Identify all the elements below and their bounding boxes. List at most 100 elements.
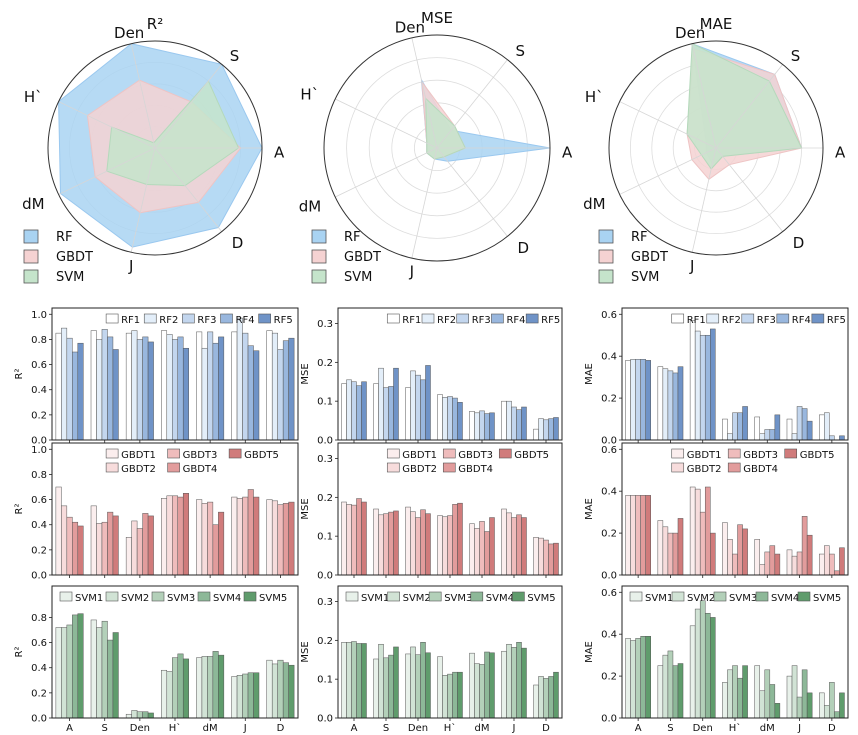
bar bbox=[410, 370, 416, 441]
bar bbox=[521, 517, 527, 576]
bar bbox=[101, 521, 108, 576]
legend-label: RF4 bbox=[506, 315, 525, 326]
legend-swatch bbox=[386, 448, 400, 459]
bar bbox=[819, 414, 825, 441]
y-tick-label: 0.6 bbox=[601, 588, 617, 599]
bar bbox=[351, 641, 357, 719]
bar bbox=[662, 368, 669, 441]
bar-chart-svm-r2: 0.0 0.2 0.4 0.6 0.8 R² A S Den H` dM J D SVM1 SVM2 SVM3… bbox=[14, 585, 299, 734]
bar bbox=[672, 372, 679, 441]
radar-spoke bbox=[691, 147, 717, 253]
y-tick-label: 0.0 bbox=[601, 714, 617, 725]
bar bbox=[630, 640, 636, 719]
bar bbox=[177, 336, 184, 441]
x-tick-label: D bbox=[542, 723, 550, 734]
bar-legend: RF1 RF2 RF3 RF4 RF5 bbox=[105, 313, 293, 326]
bar bbox=[437, 394, 443, 441]
legend-swatch bbox=[387, 591, 400, 602]
bar-chart-rf-mae: 0.0 0.2 0.4 0.6 MAE RF1 RF2 RF3 RF4 RF5 bbox=[584, 307, 849, 447]
radar-axis-label: S bbox=[230, 47, 240, 65]
bar bbox=[373, 658, 379, 719]
bar bbox=[764, 429, 771, 441]
legend-swatch-rf bbox=[598, 229, 614, 244]
bar bbox=[796, 551, 803, 576]
legend-label: GBDT5 bbox=[800, 450, 835, 461]
bar bbox=[288, 337, 295, 441]
bar bbox=[479, 664, 485, 719]
bar bbox=[699, 600, 706, 719]
bar bbox=[96, 339, 103, 441]
bar bbox=[710, 328, 716, 441]
bar bbox=[774, 414, 781, 441]
bar bbox=[511, 517, 517, 576]
bar bbox=[166, 671, 173, 719]
bar bbox=[266, 659, 273, 719]
x-tick-label: H` bbox=[444, 722, 457, 734]
y-axis-label: R² bbox=[14, 369, 25, 380]
radar-spoke bbox=[715, 64, 784, 149]
y-tick-label: 0.0 bbox=[31, 436, 47, 447]
bar bbox=[791, 555, 798, 576]
y-tick-label: 0.8 bbox=[31, 470, 47, 481]
legend-swatch bbox=[442, 462, 456, 473]
bar bbox=[533, 684, 539, 719]
bar bbox=[236, 675, 243, 719]
bar bbox=[533, 428, 539, 441]
legend-label: GBDT2 bbox=[687, 464, 722, 475]
bar bbox=[271, 500, 278, 576]
bar bbox=[479, 521, 485, 576]
legend-label: GBDT1 bbox=[402, 450, 437, 461]
bar bbox=[125, 332, 132, 441]
legend-swatch bbox=[784, 448, 798, 459]
bar bbox=[212, 524, 219, 576]
bar bbox=[378, 643, 384, 719]
bar bbox=[161, 330, 168, 441]
bar bbox=[425, 652, 431, 719]
bar bbox=[630, 359, 636, 441]
legend-swatch bbox=[713, 591, 727, 602]
legend-label: SVM bbox=[344, 270, 372, 285]
x-tick-label: S bbox=[102, 723, 108, 734]
legend-label: RF bbox=[631, 230, 648, 245]
legend-label: GBDT1 bbox=[121, 450, 156, 461]
x-tick-label: A bbox=[635, 723, 642, 734]
bar-chart-rf-r2: 0.0 0.2 0.4 0.6 0.8 1.0 R² RF1 RF2 RF3 RF4 RF5 bbox=[14, 307, 299, 447]
y-axis-label: R² bbox=[14, 647, 25, 658]
y-tick-label: 0.3 bbox=[317, 319, 333, 330]
bar bbox=[694, 330, 701, 441]
y-tick-label: 0.2 bbox=[601, 672, 617, 683]
bar bbox=[742, 406, 748, 441]
radar-axis-label: dM bbox=[299, 198, 321, 216]
x-tick-label: Den bbox=[408, 723, 428, 734]
bar bbox=[834, 570, 840, 576]
legend-label: GBDT4 bbox=[183, 464, 218, 475]
bar bbox=[824, 412, 830, 441]
bar bbox=[801, 669, 808, 719]
bar bbox=[732, 665, 738, 719]
legend-label: SVM3 bbox=[167, 593, 195, 604]
x-tick-label: S bbox=[383, 723, 389, 734]
bar bbox=[247, 489, 254, 576]
bar bbox=[710, 532, 716, 576]
legend-label: RF2 bbox=[437, 315, 456, 326]
bar bbox=[66, 624, 73, 719]
bar bbox=[543, 419, 549, 441]
bar bbox=[356, 385, 362, 441]
bar bbox=[521, 406, 527, 441]
bar bbox=[677, 518, 684, 576]
bar bbox=[722, 522, 728, 576]
legend-swatch bbox=[386, 313, 400, 324]
bar bbox=[107, 336, 114, 441]
legend-swatch bbox=[525, 313, 539, 324]
legend-label: SVM5 bbox=[259, 593, 287, 604]
bar bbox=[543, 678, 549, 719]
bar bbox=[442, 675, 448, 719]
bar-chart-gbdt-r2: 0.0 0.2 0.4 0.6 0.8 1.0 R² GBDT1 GBDT3 GBDT5 GBDT2… bbox=[14, 442, 299, 582]
bar bbox=[501, 400, 507, 441]
bar-chart-gbdt-mse: 0.0 0.1 0.2 0.3 MSE GBDT1 GBDT3 GBDT5 GBDT2 GBDT4 bbox=[300, 442, 563, 582]
bar bbox=[405, 506, 411, 576]
legend-label: SVM4 bbox=[486, 593, 514, 604]
bar bbox=[90, 619, 97, 719]
y-tick-label: 1.0 bbox=[31, 310, 47, 321]
bar bbox=[553, 542, 559, 576]
